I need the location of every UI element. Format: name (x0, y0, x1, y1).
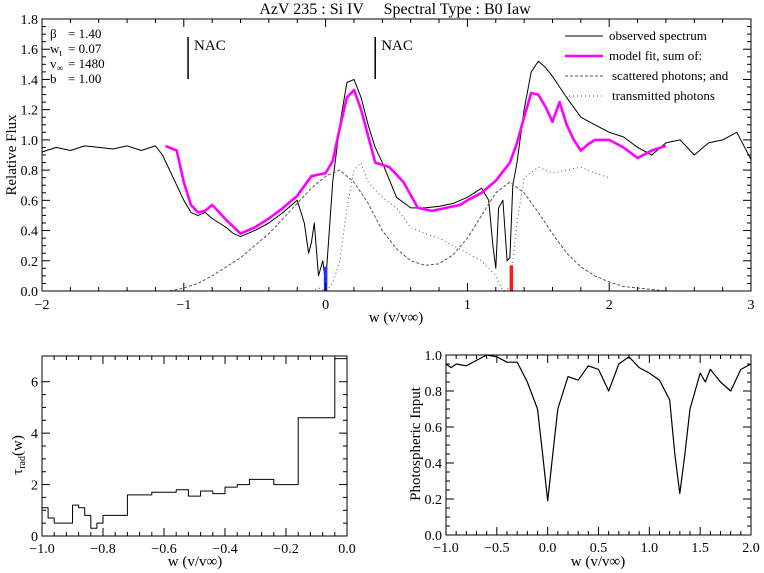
x-tick-label: −1.0 (29, 542, 54, 557)
parameter-name: v∞ (50, 56, 63, 73)
parameter-name: wt (50, 41, 62, 58)
top-spectrum-panel: AzV 235 : Si IV Spectral Type : B0 Iaw −… (4, 1, 755, 326)
y-tick-label: 0.6 (21, 194, 39, 209)
y-tick-label: 1.6 (21, 43, 39, 58)
x-tick-label: −2 (35, 298, 50, 313)
x-tick-label: 2 (606, 298, 613, 313)
y-tick-label: 0.0 (425, 529, 443, 544)
parameter-block: β = 1.40 wt = 0.07 v∞ = 1480 b = 1.00 (50, 26, 105, 86)
y-tick-label: 0.0 (21, 285, 39, 300)
x-tick-label: 1.0 (641, 541, 659, 556)
model-fit-sum-of-line (164, 88, 667, 235)
photospheric-input-panel: −1.0 −0.5 0.0 0.5 1.0 1.5 2.0 0.0 0.2 0.4 0.6 0.8 1.… (408, 349, 760, 570)
legend-label: model fit, sum of: (609, 48, 702, 63)
tau-rad-panel: −1.0 −0.8 −0.6 −0.4 −0.2 0.0 0 2 4 6 τrad(w) w (v… (10, 355, 356, 570)
br-x-axis-label: w (v/v∞) (571, 554, 625, 570)
y-tick-label: 1.0 (21, 134, 39, 149)
y-tick-label: 4 (31, 427, 38, 442)
parameter-value: = 1.40 (68, 26, 101, 41)
chart-title: AzV 235 : Si IV Spectral Type : B0 Iaw (259, 1, 531, 18)
y-tick-label: 0.8 (21, 164, 39, 179)
legend-label: observed spectrum (609, 28, 707, 43)
y-tick-label: 0.2 (21, 255, 39, 270)
parameter-value: = 0.07 (68, 41, 102, 56)
y-tick-label: 0.8 (425, 385, 443, 400)
bl-x-axis-label: w (v/v∞) (168, 554, 222, 570)
legend-label: transmitted photons (612, 88, 715, 103)
x-tick-label: 2.0 (742, 541, 760, 556)
legend: observed spectrum model fit, sum of: scatt… (565, 28, 729, 103)
bl-plot-frame (41, 355, 348, 537)
y-tick-label: 1.0 (425, 349, 443, 364)
top-y-axis-label: Relative Flux (4, 114, 20, 196)
y-tick-label: 0.4 (21, 225, 39, 240)
observed-spectrum-line (41, 60, 752, 284)
y-tick-label: 0 (31, 530, 38, 545)
x-tick-label: 0.5 (590, 541, 608, 556)
x-tick-label: 0.0 (338, 542, 356, 557)
bl-y-axis-label: τrad(w) (10, 435, 28, 475)
parameter-name: b (50, 71, 57, 86)
top-x-axis-label: w (v/v∞) (369, 310, 423, 326)
y-tick-label: 1.2 (21, 104, 39, 119)
y-tick-label: 0.2 (425, 493, 443, 508)
x-tick-label: −1 (176, 298, 191, 313)
y-tick-label: 1.8 (21, 13, 39, 28)
y-tick-label: 6 (31, 376, 38, 391)
x-tick-label: 1.5 (691, 541, 709, 556)
legend-label: scattered photons; and (612, 68, 729, 83)
nac-label: NAC (194, 38, 226, 54)
transmitted-photons-line (311, 162, 610, 292)
x-tick-label: 1 (464, 298, 471, 313)
tau-rad-step-line (42, 358, 347, 529)
x-tick-label: −0.8 (90, 542, 115, 557)
parameter-name: β (50, 26, 57, 41)
y-tick-label: 1.4 (21, 73, 39, 88)
x-tick-label: 0 (322, 298, 329, 313)
photospheric-input-line (445, 354, 752, 502)
x-tick-label: 3 (748, 298, 755, 313)
x-tick-label: −0.4 (212, 542, 237, 557)
y-tick-label: 0.6 (425, 421, 443, 436)
nac-label: NAC (381, 38, 413, 54)
scattered-photons-line (169, 169, 666, 292)
x-tick-label: 0.0 (539, 541, 557, 556)
x-tick-label: −0.2 (273, 542, 298, 557)
x-tick-label: −0.5 (484, 541, 509, 556)
y-tick-label: 2 (31, 479, 38, 494)
y-tick-label: 0.4 (425, 457, 443, 472)
x-tick-label: −0.6 (151, 542, 176, 557)
parameter-value: = 1.00 (68, 71, 101, 86)
br-y-axis-label: Photospheric Input (408, 386, 424, 501)
parameter-value: = 1480 (68, 56, 105, 71)
x-tick-label: −1.0 (433, 541, 458, 556)
